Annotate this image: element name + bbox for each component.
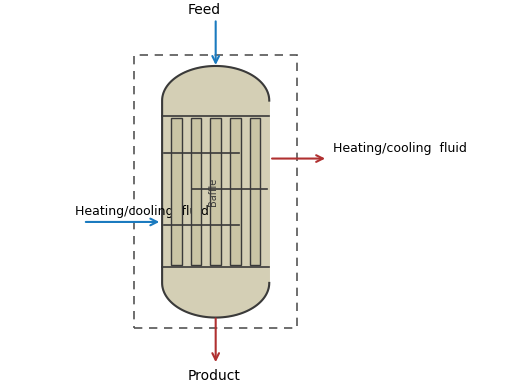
Bar [250,118,260,265]
Bar [162,100,269,283]
Text: Feed: Feed [188,3,221,17]
Text: Baffle: Baffle [208,177,218,206]
Text: Product: Product [188,368,241,383]
Bar [230,118,241,265]
Bar [210,118,221,265]
Text: Heating/cooling  fluid: Heating/cooling fluid [75,205,209,218]
Bar [191,118,202,265]
Text: Heating/cooling  fluid: Heating/cooling fluid [333,142,467,155]
Bar [134,55,298,328]
Polygon shape [162,66,269,318]
Bar [171,118,182,265]
